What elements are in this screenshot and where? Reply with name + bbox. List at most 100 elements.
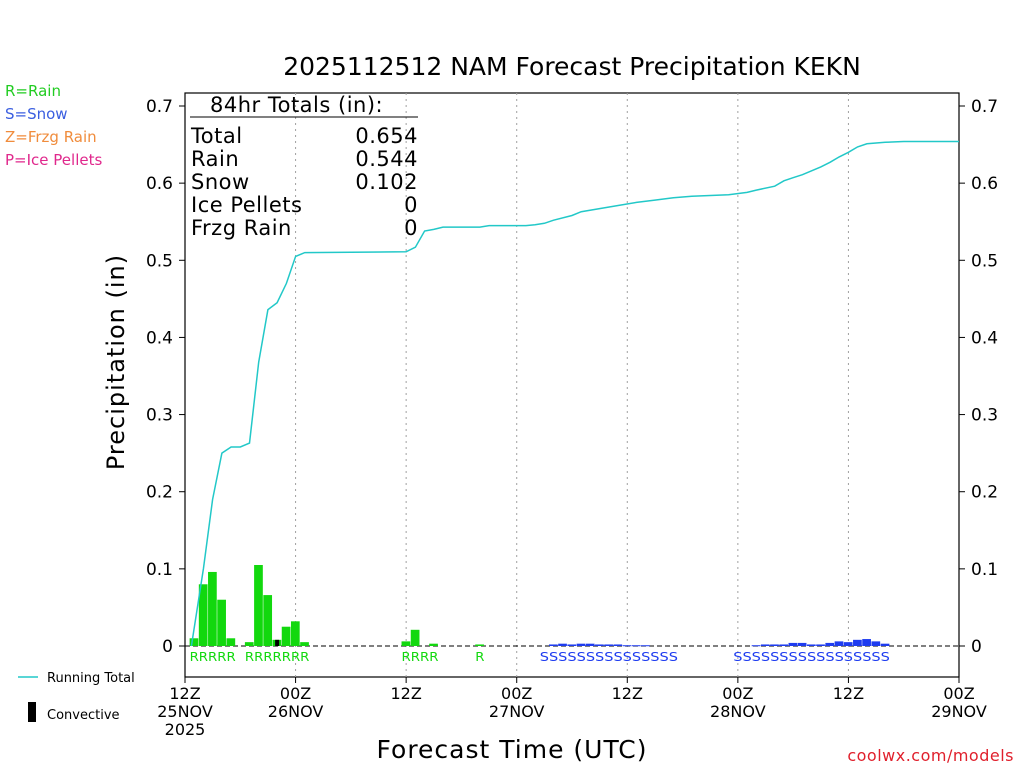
snow-bar xyxy=(853,639,862,646)
convective-legend-label: Convective xyxy=(47,708,120,723)
y-tick-label: 0.4 xyxy=(146,328,173,348)
running-total-line xyxy=(190,140,959,647)
snow-letters: SSSSSSSSSSSSSSSSS xyxy=(733,650,890,664)
rain-bar xyxy=(217,599,226,646)
snow-bar xyxy=(751,645,761,647)
running-total-legend-label: Running Total xyxy=(47,671,135,686)
rain-bar xyxy=(281,626,291,646)
snow-bar xyxy=(641,645,650,647)
y-tick-label: 0.5 xyxy=(146,251,173,271)
y-tick-label: 0.7 xyxy=(146,97,173,117)
y-tick-label-right: 0.1 xyxy=(971,560,998,580)
snow-bar xyxy=(871,641,881,646)
totals-row-label: Total xyxy=(190,124,243,148)
x-tick-label: 28NOV xyxy=(710,702,766,721)
credit-text: coolwx.com/models xyxy=(847,746,1014,765)
rain-bar xyxy=(429,643,438,646)
totals-row-value: 0.654 xyxy=(355,124,418,148)
snow-bar xyxy=(576,643,586,646)
snow-bar xyxy=(567,644,577,646)
snow-bar xyxy=(558,643,567,646)
vertical-gridlines xyxy=(295,93,849,677)
rain-bar xyxy=(300,642,309,646)
series-legend: Running Total Convective xyxy=(18,671,135,723)
totals-row-value: 0.102 xyxy=(355,170,418,194)
rain-letters: RRRR xyxy=(402,650,439,664)
rain-bar xyxy=(290,621,300,646)
snow-bar xyxy=(834,641,844,646)
convective-swatch xyxy=(28,702,36,722)
snow-bar xyxy=(788,642,798,646)
x-tick-label: 00Z xyxy=(943,684,974,703)
totals-row-label: Frzg Rain xyxy=(191,216,292,240)
snow-bar xyxy=(604,644,613,646)
totals-row-value: 0 xyxy=(404,216,418,240)
snow-letters: SSSSSSSSSSSSSSS xyxy=(540,650,678,664)
y-tick-label-right: 0.5 xyxy=(971,251,998,271)
rain-bar xyxy=(189,638,199,646)
x-tick-label: 27NOV xyxy=(489,702,545,721)
x-tick-label: 00Z xyxy=(280,684,311,703)
rain-bar xyxy=(244,642,254,646)
rain-letters: RRRRR xyxy=(190,650,236,664)
totals-row-value: 0 xyxy=(404,193,418,217)
totals-box: 84hr Totals (in): Total 0.654 Rain 0.544 Sno… xyxy=(190,93,418,240)
rain-bar xyxy=(198,584,208,646)
totals-row-value: 0.544 xyxy=(355,147,418,171)
totals-heading: 84hr Totals (in): xyxy=(210,93,383,117)
y-tick-label-right: 0.2 xyxy=(971,483,998,503)
rain-bar xyxy=(410,629,420,646)
snow-bar xyxy=(770,644,779,646)
y-axis-left: 0 0.1 0.2 0.3 0.4 0.5 0.6 0.7 xyxy=(146,97,185,657)
snow-bar xyxy=(760,644,770,646)
rain-bar xyxy=(263,595,273,646)
y-tick-label-right: 0 xyxy=(971,637,982,657)
snow-bar xyxy=(825,642,835,646)
precip-type-legend: R=Rain S=Snow Z=Frzg Rain P=Ice Pellets xyxy=(5,82,102,169)
y-tick-label-right: 0.7 xyxy=(971,97,998,117)
y-tick-label: 0.6 xyxy=(146,174,173,194)
snow-bar xyxy=(548,644,558,646)
snow-bar xyxy=(631,645,641,647)
ptype-legend-item: Z=Frzg Rain xyxy=(5,128,97,146)
rain-letters: R xyxy=(475,650,484,664)
x-tick-label: 26NOV xyxy=(268,702,324,721)
snow-bar xyxy=(585,643,595,646)
x-axis-label: Forecast Time (UTC) xyxy=(377,735,648,764)
x-tick-label: 00Z xyxy=(501,684,532,703)
snow-bar xyxy=(797,642,807,646)
x-tick-label: 12Z xyxy=(833,684,864,703)
snow-bar xyxy=(613,644,623,646)
x-tick-label: 2025 xyxy=(165,720,206,739)
y-axis-label: Precipitation (in) xyxy=(102,254,130,470)
ptype-letters: RRRRR RRRRRRR RRRR R SSSSSSSSSSSSSSS SSSSSSSS… xyxy=(190,650,890,664)
x-tick-label: 12Z xyxy=(169,684,200,703)
totals-row-label: Ice Pellets xyxy=(191,193,302,217)
x-tick-label: 29NOV xyxy=(931,702,987,721)
snow-bar xyxy=(806,644,816,646)
y-tick-label-right: 0.6 xyxy=(971,174,998,194)
snow-bar xyxy=(595,644,604,646)
snow-bar xyxy=(862,639,871,646)
ptype-legend-item: S=Snow xyxy=(5,105,68,123)
snow-bar xyxy=(816,644,825,646)
chart-title: 2025112512 NAM Forecast Precipitation KE… xyxy=(283,52,861,81)
rain-bar xyxy=(254,565,263,646)
totals-row-label: Snow xyxy=(191,170,250,194)
plot-frame xyxy=(184,92,960,678)
rain-bar xyxy=(401,641,411,646)
y-tick-label: 0.1 xyxy=(146,560,173,580)
y-tick-label: 0 xyxy=(162,637,173,657)
snow-bar xyxy=(880,643,890,646)
rain-bar xyxy=(208,571,217,646)
y-axis-right: 0 0.1 0.2 0.3 0.4 0.5 0.6 0.7 xyxy=(959,97,998,657)
ptype-legend-item: P=Ice Pellets xyxy=(5,151,102,169)
y-tick-label-right: 0.4 xyxy=(971,328,998,348)
snow-bar xyxy=(779,644,789,646)
y-tick-label-right: 0.3 xyxy=(971,406,998,426)
ptype-legend-item: R=Rain xyxy=(5,82,61,100)
snow-bar xyxy=(843,642,853,646)
totals-row-label: Rain xyxy=(191,147,239,171)
